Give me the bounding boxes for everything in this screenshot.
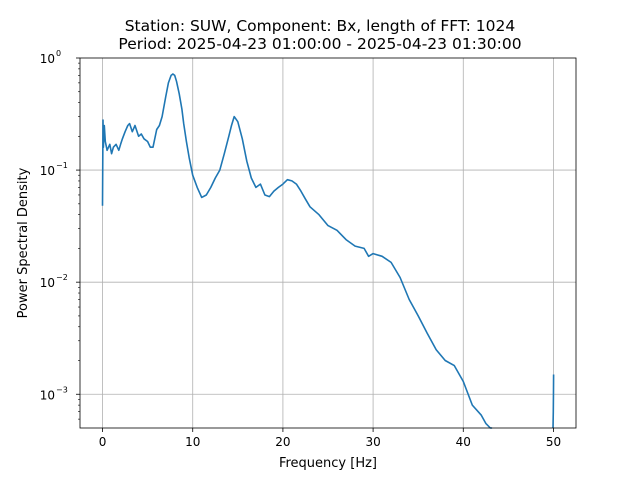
- y-tick-label: 10: [40, 164, 55, 178]
- y-axis-label: Power Spectral Density: [16, 167, 31, 318]
- y-tick-exponent: −1: [56, 161, 68, 170]
- psd-series-line-1: [101, 73, 493, 429]
- y-tick-label: 10: [40, 276, 55, 290]
- grid-lines: [80, 58, 576, 428]
- y-tick-exponent: −2: [56, 273, 68, 282]
- y-tick-exponent: −3: [56, 385, 68, 394]
- x-tick-label: 20: [275, 435, 290, 449]
- series-lines: [101, 73, 555, 429]
- y-tick-label: 10: [40, 388, 55, 402]
- chart-title: Station: SUW, Component: Bx, length of F…: [124, 17, 516, 35]
- x-tick-label: 50: [546, 435, 561, 449]
- x-tick-label: 40: [456, 435, 471, 449]
- y-tick-label: 10: [40, 52, 55, 66]
- x-tick-label: 30: [365, 435, 380, 449]
- x-tick-label: 10: [185, 435, 200, 449]
- psd-series-line-2: [552, 374, 555, 429]
- x-tick-label: 0: [99, 435, 107, 449]
- plot-area-frame: [79, 57, 577, 429]
- x-axis-ticks: 0 10 20 30 40 50: [99, 428, 561, 449]
- x-axis-label: Frequency [Hz]: [279, 456, 377, 471]
- chart-subtitle: Period: 2025-04-23 01:00:00 - 2025-04-23…: [118, 35, 522, 53]
- y-tick-exponent: 0: [56, 49, 61, 58]
